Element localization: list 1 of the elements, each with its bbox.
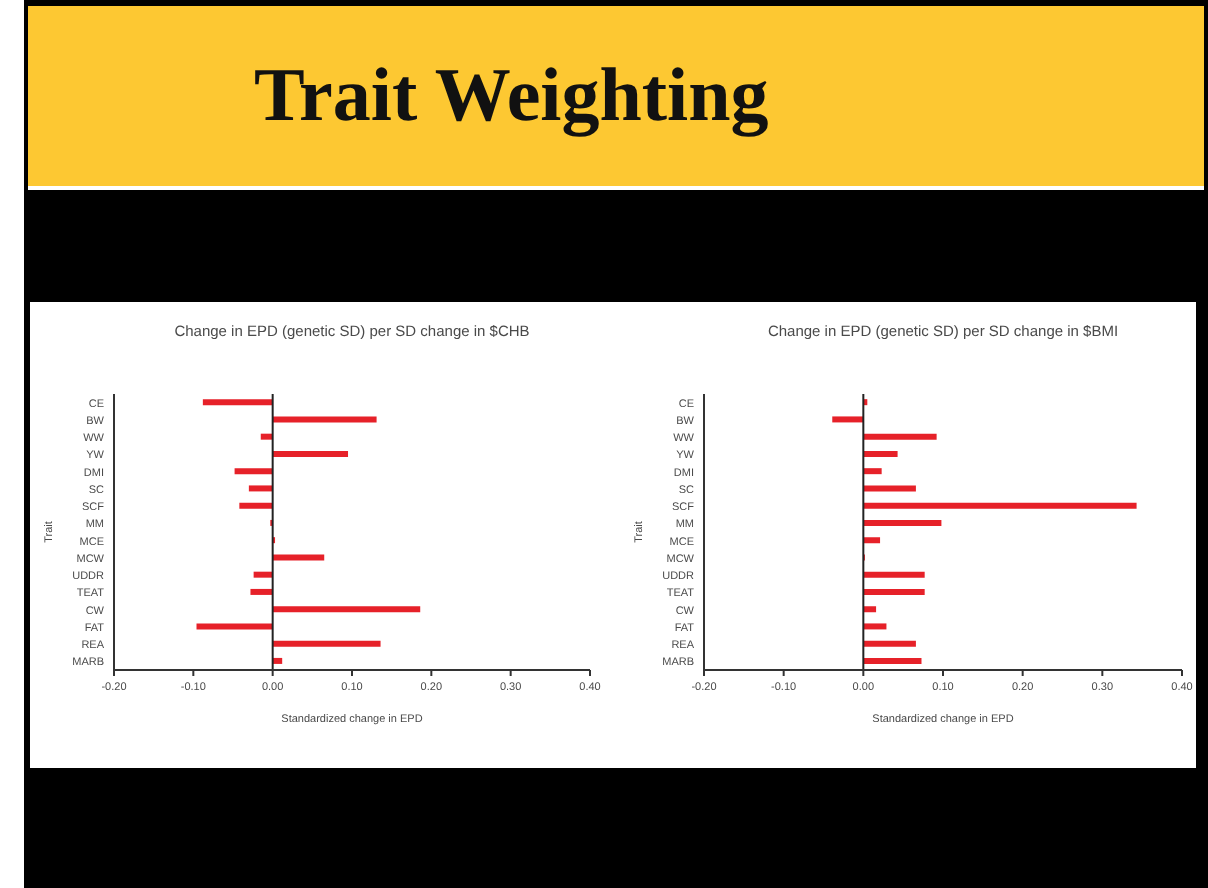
text: Trait Weighting bbox=[254, 52, 769, 140]
